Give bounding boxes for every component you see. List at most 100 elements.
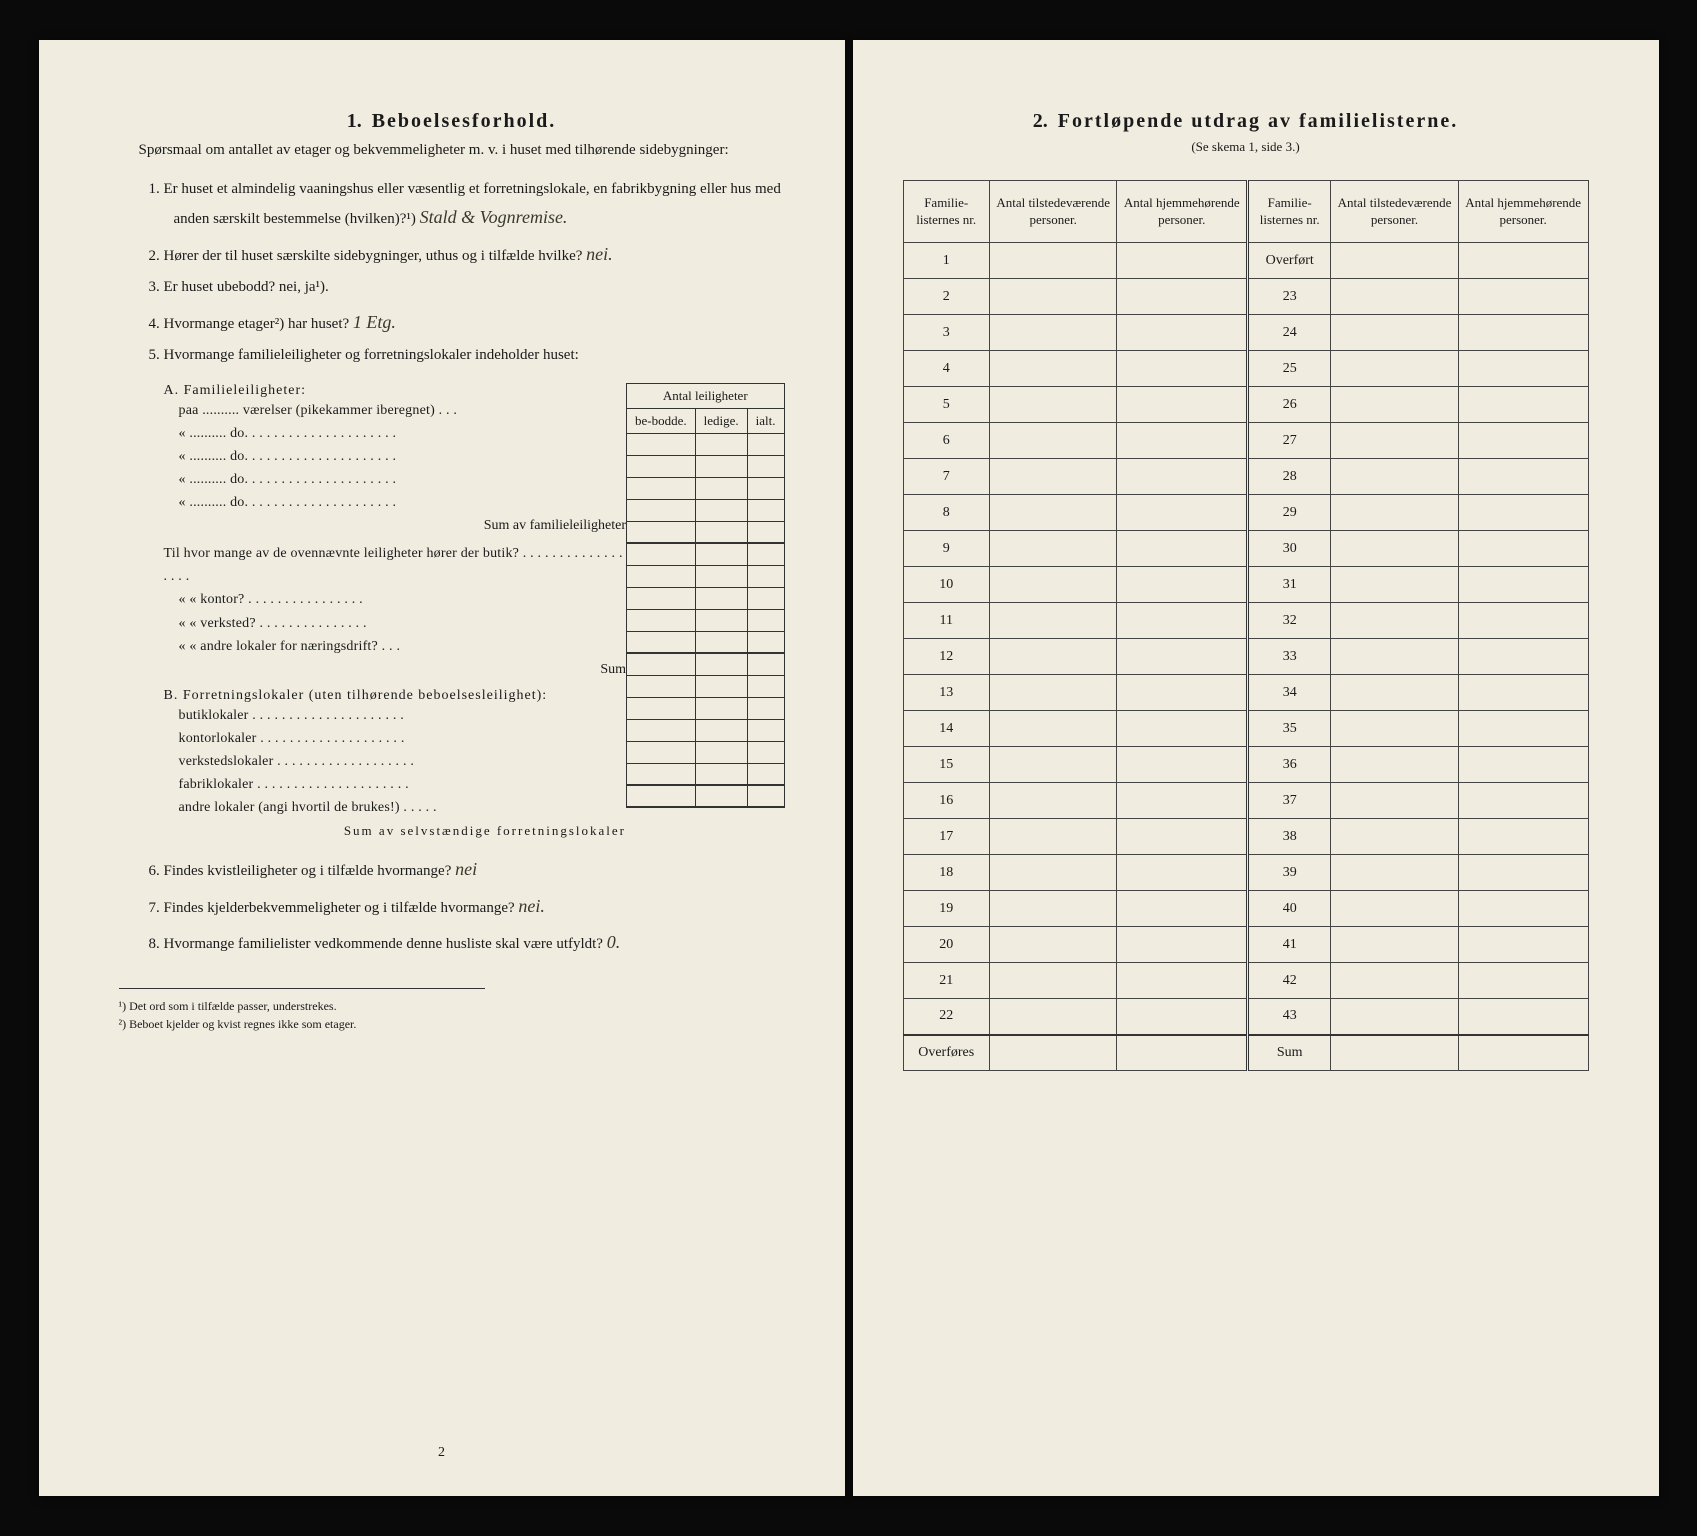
left-tilstede	[989, 747, 1117, 783]
right-nr: 27	[1248, 423, 1331, 459]
right-hjemme	[1458, 603, 1588, 639]
table-row	[627, 565, 785, 587]
left-tilstede	[989, 351, 1117, 387]
col-h2: Antal tilstedeværende personer.	[989, 181, 1117, 243]
left-hjemme	[1117, 1035, 1248, 1071]
col-h5: Antal tilstedeværende personer.	[1331, 181, 1459, 243]
right-nr: 25	[1248, 351, 1331, 387]
table-row	[627, 785, 785, 807]
right-hjemme	[1458, 495, 1588, 531]
table-row: OverføresSum	[903, 1035, 1588, 1071]
right-hjemme	[1458, 639, 1588, 675]
left-tilstede	[989, 927, 1117, 963]
right-hjemme	[1458, 747, 1588, 783]
right-hjemme	[1458, 387, 1588, 423]
left-hjemme	[1117, 351, 1248, 387]
table-row: 324	[903, 315, 1588, 351]
q2: 2. Hører der til huset særskilte sidebyg…	[149, 239, 785, 270]
table-row	[627, 763, 785, 785]
right-hjemme	[1458, 783, 1588, 819]
table-row: 1738	[903, 819, 1588, 855]
right-tilstede	[1331, 387, 1459, 423]
left-tilstede	[989, 423, 1117, 459]
left-nr: 16	[903, 783, 989, 819]
table-row: 6 27	[903, 423, 1588, 459]
b5: andre lokaler (angi hvortil de brukes!) …	[179, 796, 627, 819]
right-nr: 34	[1248, 675, 1331, 711]
left-tilstede	[989, 855, 1117, 891]
right-tilstede	[1331, 747, 1459, 783]
left-hjemme	[1117, 495, 1248, 531]
q5: 5. Hvormange familieleiligheter og forre…	[149, 343, 785, 369]
left-hjemme	[1117, 747, 1248, 783]
right-tilstede	[1331, 279, 1459, 315]
left-hjemme	[1117, 855, 1248, 891]
right-nr: 33	[1248, 639, 1331, 675]
left-nr: 6	[903, 423, 989, 459]
left-nr: 1	[903, 243, 989, 279]
q2-answer: nei.	[586, 244, 613, 264]
right-tilstede	[1331, 819, 1459, 855]
right-hjemme	[1458, 891, 1588, 927]
left-tilstede	[989, 639, 1117, 675]
footnote-2: ²) Beboet kjelder og kvist regnes ikke s…	[119, 1015, 485, 1033]
left-nr: 12	[903, 639, 989, 675]
q4-answer: 1 Etg.	[353, 312, 396, 332]
left-hjemme	[1117, 783, 1248, 819]
page-number: 2	[39, 1445, 845, 1461]
right-nr: 32	[1248, 603, 1331, 639]
right-nr: 24	[1248, 315, 1331, 351]
left-hjemme	[1117, 315, 1248, 351]
right-hjemme	[1458, 711, 1588, 747]
table-row: 1132	[903, 603, 1588, 639]
right-nr: Overført	[1248, 243, 1331, 279]
left-tilstede	[989, 675, 1117, 711]
table-row: 2142	[903, 963, 1588, 999]
section-2-subtitle: (Se skema 1, side 3.)	[903, 139, 1589, 155]
col-h3: Antal hjemmehørende personer.	[1117, 181, 1248, 243]
right-tilstede	[1331, 783, 1459, 819]
table-row: 829	[903, 495, 1588, 531]
right-hjemme	[1458, 1035, 1588, 1071]
verksted-line: « « verksted? . . . . . . . . . . . . . …	[179, 612, 627, 635]
left-nr: 9	[903, 531, 989, 567]
table-row	[627, 477, 785, 499]
left-hjemme	[1117, 927, 1248, 963]
table-row: 13 34	[903, 675, 1588, 711]
table-row: 2243	[903, 999, 1588, 1035]
table-row: 526	[903, 387, 1588, 423]
a-do-2: « .......... do. . . . . . . . . . . . .…	[179, 445, 627, 468]
table-row: 1435	[903, 711, 1588, 747]
left-nr: 18	[903, 855, 989, 891]
table-row: 1031	[903, 567, 1588, 603]
table-row	[627, 653, 785, 675]
right-tilstede	[1331, 243, 1459, 279]
right-tilstede	[1331, 999, 1459, 1035]
q7-answer: nei.	[518, 896, 545, 916]
col-h4: Familie-listernes nr.	[1248, 181, 1331, 243]
question-list: 1. Er huset et almindelig vaaningshus el…	[149, 177, 785, 369]
right-nr: 31	[1248, 567, 1331, 603]
right-hjemme	[1458, 675, 1588, 711]
right-tilstede	[1331, 963, 1459, 999]
right-nr: 30	[1248, 531, 1331, 567]
right-nr: 23	[1248, 279, 1331, 315]
col-h6: Antal hjemmehørende personer.	[1458, 181, 1588, 243]
left-hjemme	[1117, 531, 1248, 567]
table-row	[627, 433, 785, 455]
right-hjemme	[1458, 351, 1588, 387]
table-row: 728	[903, 459, 1588, 495]
left-tilstede	[989, 567, 1117, 603]
kontor-line: « « kontor? . . . . . . . . . . . . . . …	[179, 588, 627, 611]
right-nr: 40	[1248, 891, 1331, 927]
left-tilstede	[989, 243, 1117, 279]
a-do-3: « .......... do. . . . . . . . . . . . .…	[179, 468, 627, 491]
section-1-title: 1. Beboelsesforhold.	[119, 110, 785, 133]
left-hjemme	[1117, 423, 1248, 459]
left-hjemme	[1117, 819, 1248, 855]
question-list-2: 6. Findes kvistleiligheter og i tilfælde…	[149, 854, 785, 958]
left-nr: 13	[903, 675, 989, 711]
q6: 6. Findes kvistleiligheter og i tilfælde…	[149, 854, 785, 885]
left-tilstede	[989, 279, 1117, 315]
right-tilstede	[1331, 675, 1459, 711]
